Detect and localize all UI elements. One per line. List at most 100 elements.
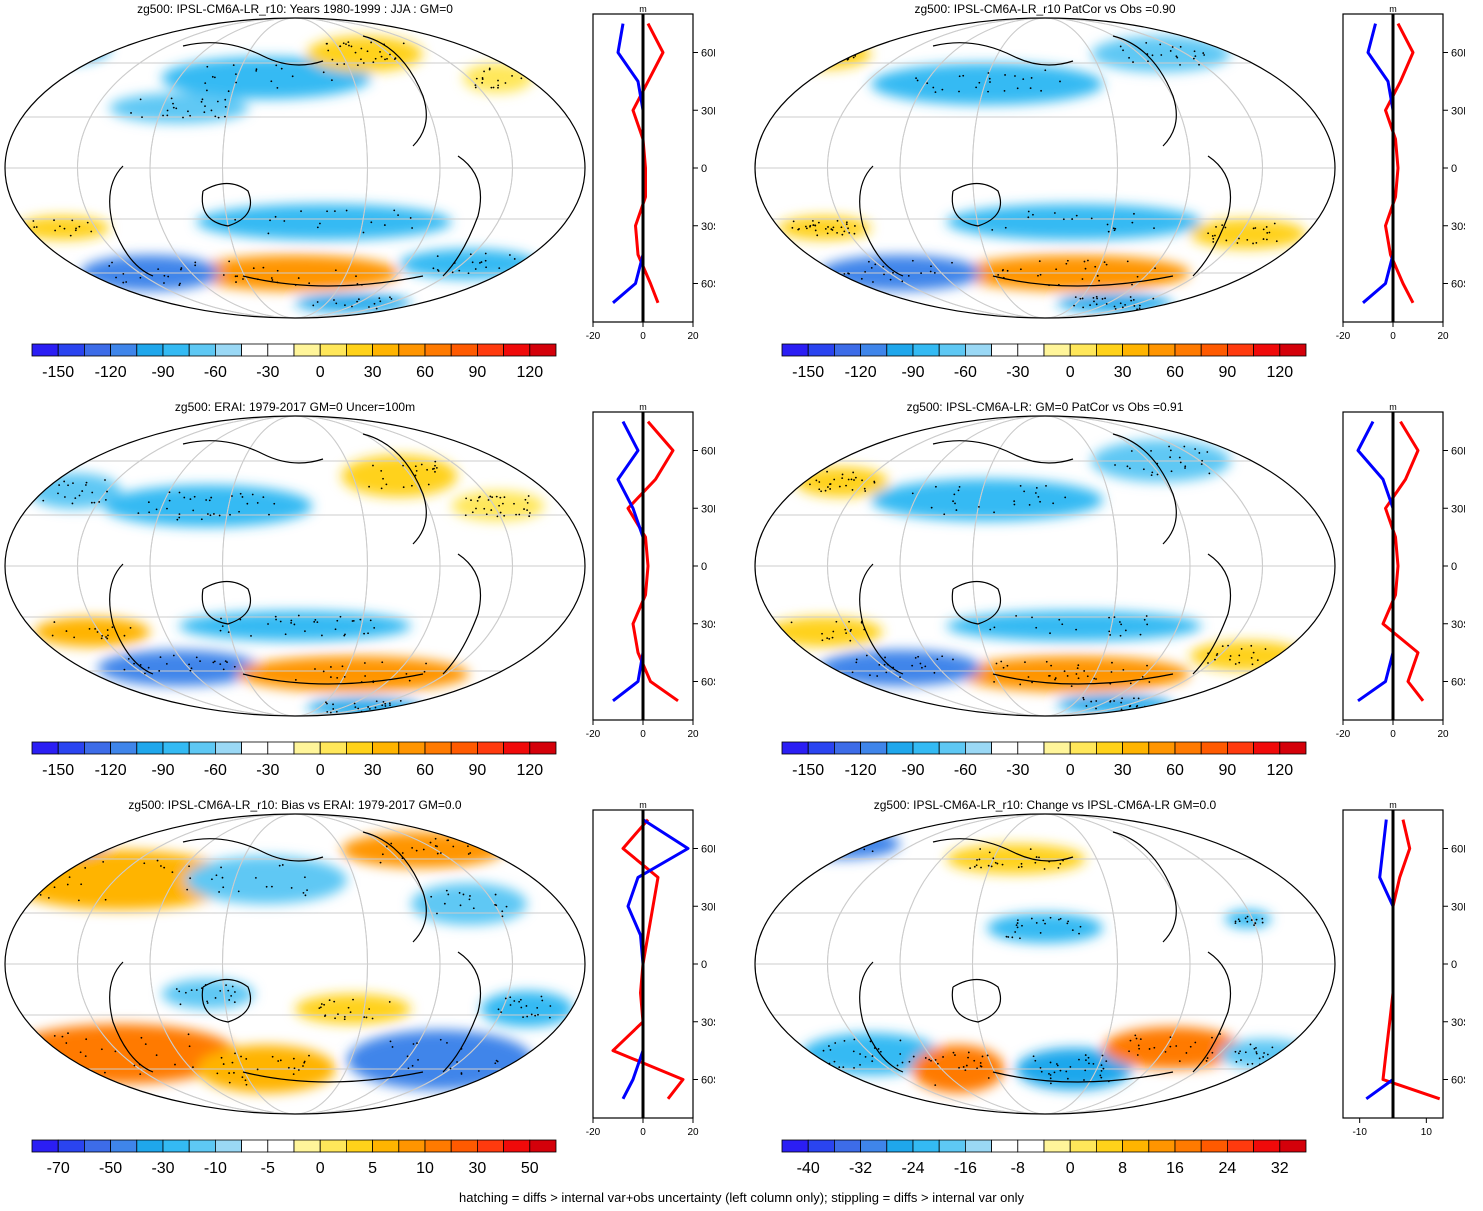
stipple-dot (1263, 1052, 1265, 1054)
stipple-dot (1040, 1070, 1043, 1073)
map-border (4, 415, 586, 717)
stipple-dot (217, 116, 220, 119)
stipple-dot (367, 706, 369, 708)
stipple-dot (53, 1035, 56, 1037)
profile-ylabel: 60S (701, 677, 715, 689)
stipple-dot (91, 491, 94, 494)
stipple-dot (1141, 675, 1144, 678)
colorbar-swatch (1095, 1139, 1123, 1153)
colorbar-swatch (214, 741, 242, 755)
stipple-dot (1074, 296, 1077, 299)
stipple-dot (1014, 931, 1017, 933)
stipple-dot (1255, 241, 1258, 244)
stipple-dot (1044, 69, 1047, 72)
stipple-dot (102, 860, 105, 863)
stipple-dot (1133, 697, 1135, 700)
colorbar: -70-50-30-10-50510305070 (31, 1139, 557, 1177)
stipple-dot (111, 626, 114, 629)
stipple-dot (1013, 503, 1016, 506)
stipple-dot (1214, 234, 1216, 237)
colorbar-swatch (964, 343, 992, 357)
profile-ylabel: 30S (1451, 221, 1465, 233)
stipple-dot (239, 492, 242, 495)
stipple-dot (166, 109, 169, 112)
profile-line (612, 420, 645, 702)
stipple-dot (1019, 484, 1022, 487)
stipple-dot (1003, 89, 1006, 92)
stipple-dot (469, 253, 472, 256)
stipple-dot (85, 839, 88, 842)
profile-ylabel: 60S (1451, 279, 1465, 291)
colorbar-swatch (1122, 741, 1150, 755)
stipple-dot (45, 838, 48, 841)
stipple-dot (72, 55, 75, 58)
stipple-dot (935, 485, 937, 488)
stipple-dot (172, 654, 175, 657)
stipple-dot (1255, 1047, 1257, 1049)
stipple-dot (408, 679, 411, 682)
colorbar-label: -120 (845, 762, 877, 779)
colorbar-label: 32 (1271, 1160, 1289, 1177)
stipple-dot (1251, 1062, 1254, 1065)
colorbar-swatch (1043, 741, 1071, 755)
stipple-dot (224, 98, 227, 101)
stipple-dot (976, 1067, 978, 1070)
stipple-dot (104, 1071, 106, 1074)
stipple-dot (274, 215, 277, 218)
stipple-dot (530, 1013, 533, 1016)
stipple-dot (989, 81, 991, 83)
stipple-dot (283, 220, 286, 222)
longitude-gridline (77, 18, 513, 318)
stipple-dot (436, 852, 439, 855)
stipple-dot (836, 231, 838, 234)
colorbar-label: 120 (516, 762, 543, 779)
stipple-dot (526, 1015, 529, 1018)
stipple-dot (184, 991, 187, 994)
colorbar-swatch (398, 343, 426, 357)
stipple-dot (165, 662, 168, 665)
stipple-dot (40, 45, 43, 47)
stipple-dot (80, 36, 82, 39)
stipple-dot (1202, 52, 1205, 54)
stipple-dot (1002, 269, 1004, 271)
stipple-dot (302, 891, 305, 894)
colorbar-swatch (1253, 1139, 1281, 1153)
stipple-dot (849, 43, 852, 46)
stipple-dot (490, 86, 493, 89)
stipple-dot (353, 702, 356, 705)
stipple-dot (227, 90, 230, 93)
colorbar-swatch (188, 741, 216, 755)
stipple-dot (332, 708, 335, 710)
profile-ylabel: 0 (701, 959, 707, 971)
stipple-dot (34, 48, 37, 51)
stipple-dot (1236, 242, 1239, 244)
anomaly-contour (451, 491, 545, 521)
stipple-dot (1064, 496, 1067, 499)
profile-ylabel: 0 (1451, 163, 1457, 175)
stipple-dot (802, 50, 805, 52)
stipple-dot (256, 502, 259, 504)
stipple-dot (195, 989, 198, 991)
colorbar-swatch (503, 343, 531, 357)
stipple-dot (869, 674, 871, 677)
stipple-dot (35, 226, 38, 228)
colorbar-label: 120 (1266, 364, 1293, 381)
stipple-dot (1001, 863, 1004, 866)
profile-xlabel: 20 (1437, 729, 1449, 740)
stipple-dot (389, 708, 392, 711)
stipple-dot (1179, 45, 1182, 48)
stipple-dot (1059, 917, 1062, 920)
stipple-dot (1124, 629, 1127, 632)
stipple-dot (1005, 935, 1008, 938)
stipple-dot (1189, 1045, 1192, 1048)
colorbar-label: -60 (204, 762, 227, 779)
colorbar-label: -90 (901, 364, 924, 381)
colorbar: -150-120-90-60-300306090120150 (781, 741, 1307, 779)
colorbar-label: 50 (521, 1160, 539, 1177)
stipple-dot (1110, 671, 1113, 673)
stipple-dot (1103, 261, 1106, 264)
colorbar-swatch (1226, 741, 1254, 755)
stipple-dot (822, 1049, 825, 1052)
colorbar: -150-120-90-60-300306090120150 (781, 343, 1307, 381)
anomaly-contour (1190, 219, 1306, 249)
